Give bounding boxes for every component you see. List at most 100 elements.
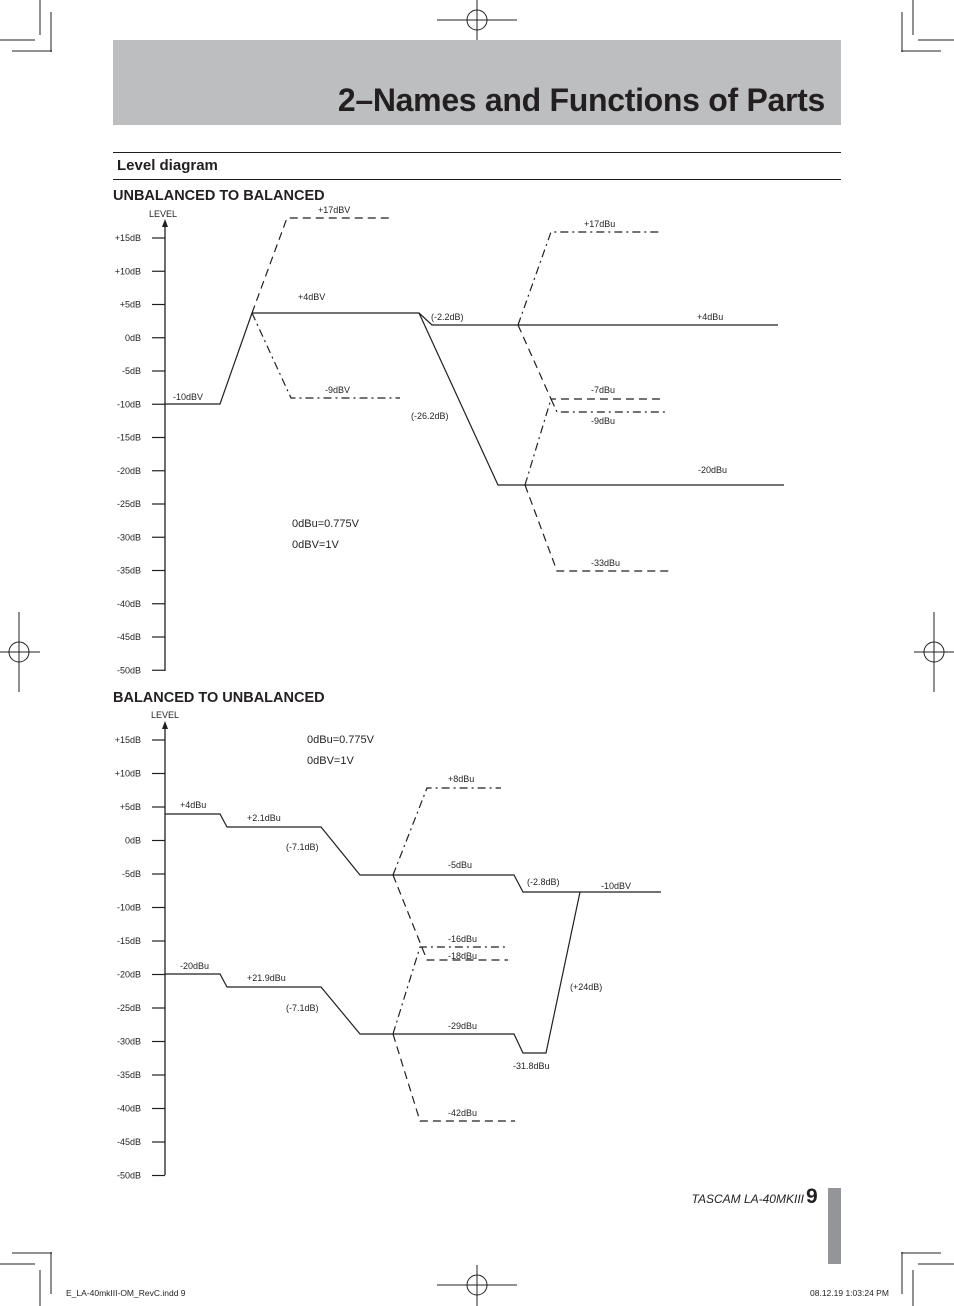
diagram-1-heading: UNBALANCED TO BALANCED bbox=[113, 188, 325, 204]
axis-tick-label: +5dB bbox=[120, 802, 141, 812]
axis-label: LEVEL bbox=[151, 710, 179, 720]
label-plus8dbu: +8dBu bbox=[448, 774, 474, 784]
axis-tick-label: -50dB bbox=[117, 1171, 141, 1181]
trace-minus7dbu bbox=[517, 324, 665, 400]
trace-lower bbox=[165, 891, 581, 1054]
axis-tick-label: -30dB bbox=[117, 532, 141, 542]
label-plus4dbu: +4dBu bbox=[180, 800, 206, 810]
label-minus9dbu: -9dBu bbox=[591, 416, 615, 426]
axis-tick-label: +5dB bbox=[120, 300, 141, 310]
axis-tick-label: +15dB bbox=[115, 735, 141, 745]
trace-minus9dbv bbox=[251, 312, 400, 399]
section-rule-top bbox=[113, 152, 841, 153]
label-gain-d: (+24dB) bbox=[570, 982, 602, 992]
trace-minus33dbu bbox=[524, 484, 672, 572]
section-heading: Level diagram bbox=[117, 157, 218, 174]
trace-minus42dbu bbox=[392, 1033, 515, 1122]
axis-tick-label: -40dB bbox=[117, 1104, 141, 1114]
axis-tick-label: -35dB bbox=[117, 566, 141, 576]
label-minus16dbu: -16dBu bbox=[448, 934, 477, 944]
label-plus4dbu: +4dBu bbox=[697, 312, 723, 322]
axis-tick-label: -10dB bbox=[117, 903, 141, 913]
trace-upper bbox=[165, 813, 661, 893]
diagram-2-labels: +4dBu +2.1dBu (-7.1dB) +8dBu -5dBu (-2.8… bbox=[180, 774, 631, 1118]
section-rule-bottom bbox=[113, 179, 841, 180]
axis-tick-label: -20dB bbox=[117, 466, 141, 476]
label-minus29dbu: -29dBu bbox=[448, 1021, 477, 1031]
diagram-2-traces bbox=[165, 787, 661, 1122]
axis-tick-label: +10dB bbox=[115, 769, 141, 779]
trace-minus18dbu bbox=[392, 874, 508, 961]
axis-tick-label: -10dB bbox=[117, 399, 141, 409]
label-minus7dbu: -7dBu bbox=[591, 385, 615, 395]
axis-tick-label: +10dB bbox=[115, 266, 141, 276]
page-number: 9 bbox=[806, 1185, 818, 1208]
trace-plus8dbu bbox=[392, 787, 501, 876]
trace-main bbox=[165, 312, 784, 486]
axis-tick-label: 0dB bbox=[125, 836, 141, 846]
axis-arrow bbox=[162, 219, 168, 227]
axis-tick-label: -15dB bbox=[117, 936, 141, 946]
diagram-2-notes: 0dBu=0.775V 0dBV=1V bbox=[307, 734, 375, 767]
note-dbv: 0dBV=1V bbox=[292, 539, 339, 551]
diagram-2-axis: LEVEL +15dB +10dB +5dB 0dB -5dB -10dB -15dB -20… bbox=[115, 710, 179, 1181]
label-minus33dbu: -33dBu bbox=[591, 558, 620, 568]
axis-tick-label: -5dB bbox=[122, 366, 141, 376]
label-plus2-1dbu: +2.1dBu bbox=[247, 813, 281, 823]
axis-tick-label: -25dB bbox=[117, 499, 141, 509]
label-plus17dbv: +17dBV bbox=[318, 205, 350, 215]
label-minus10dbv: -10dBV bbox=[601, 881, 631, 891]
label-minus42dbu: -42dBu bbox=[448, 1108, 477, 1118]
label-minus5dbu: -5dBu bbox=[448, 860, 472, 870]
note-dbu: 0dBu=0.775V bbox=[307, 734, 375, 746]
trace-plus4dbu bbox=[418, 312, 778, 326]
axis-tick-label: -45dB bbox=[117, 1137, 141, 1147]
axis-tick-label: +15dB bbox=[115, 233, 141, 243]
title-band: 2–Names and Functions of Parts bbox=[113, 40, 841, 125]
print-file-info: E_LA-40mkIII-OM_RevC.indd 9 bbox=[66, 1288, 186, 1298]
label-minus18dbu: -18dBu bbox=[448, 951, 477, 961]
label-minus20dbu: -20dBu bbox=[180, 961, 209, 971]
axis-tick-label: -35dB bbox=[117, 1070, 141, 1080]
label-minus31-8dbu: -31.8dBu bbox=[513, 1061, 550, 1071]
trace-minus16dbu bbox=[392, 946, 508, 1035]
label-gain-c: (-7.1dB) bbox=[286, 1003, 319, 1013]
diagram-1-traces bbox=[165, 217, 784, 572]
axis-tick-label: -45dB bbox=[117, 632, 141, 642]
diagram-1-axis: LEVEL +15dB +10dB +5dB 0dB -5dB -10dB -15dB -20… bbox=[115, 209, 177, 675]
label-gain-a: (-7.1dB) bbox=[286, 842, 319, 852]
label-plus4dbv: +4dBV bbox=[298, 292, 325, 302]
axis-tick-label: -50dB bbox=[117, 665, 141, 675]
page-title: 2–Names and Functions of Parts bbox=[337, 82, 825, 118]
diagram-1-notes: 0dBu=0.775V 0dBV=1V bbox=[292, 518, 360, 551]
axis-tick-label: -20dB bbox=[117, 970, 141, 980]
note-dbu: 0dBu=0.775V bbox=[292, 518, 360, 530]
label-gain-b: (-2.8dB) bbox=[527, 877, 560, 887]
trace-minus9dbu bbox=[524, 397, 665, 486]
label-gain-a: (-2.2dB) bbox=[431, 312, 464, 322]
axis-arrow bbox=[162, 721, 168, 729]
axis-tick-label: -5dB bbox=[122, 869, 141, 879]
footer-model: TASCAM LA-40MKIII bbox=[691, 1192, 804, 1206]
label-gain-b: (-26.2dB) bbox=[411, 411, 449, 421]
axis-tick-label: -30dB bbox=[117, 1037, 141, 1047]
axis-tick-label: -40dB bbox=[117, 599, 141, 609]
diagram-1-labels: -10dBV +17dBV +4dBV -9dBV (-2.2dB) (-26.… bbox=[173, 205, 727, 568]
label-plus21-9dbu: +21.9dBu bbox=[247, 973, 286, 983]
label-plus17dbu: +17dBu bbox=[584, 219, 615, 229]
axis-tick-label: 0dB bbox=[125, 333, 141, 343]
label-minus20dbu: -20dBu bbox=[698, 465, 727, 475]
note-dbv: 0dBV=1V bbox=[307, 755, 354, 767]
trace-plus17dbv bbox=[251, 217, 393, 314]
diagram-1-ticks: +15dB +10dB +5dB 0dB -5dB -10dB -15dB -20dB -25d… bbox=[115, 233, 165, 675]
side-tab bbox=[828, 1188, 841, 1264]
diagram-2-ticks: +15dB +10dB +5dB 0dB -5dB -10dB -15dB -20dB -25d… bbox=[115, 735, 165, 1181]
axis-label: LEVEL bbox=[149, 209, 177, 219]
axis-tick-label: -25dB bbox=[117, 1003, 141, 1013]
axis-tick-label: -15dB bbox=[117, 433, 141, 443]
label-minus9dbv: -9dBV bbox=[325, 385, 350, 395]
label-in-level: -10dBV bbox=[173, 392, 203, 402]
